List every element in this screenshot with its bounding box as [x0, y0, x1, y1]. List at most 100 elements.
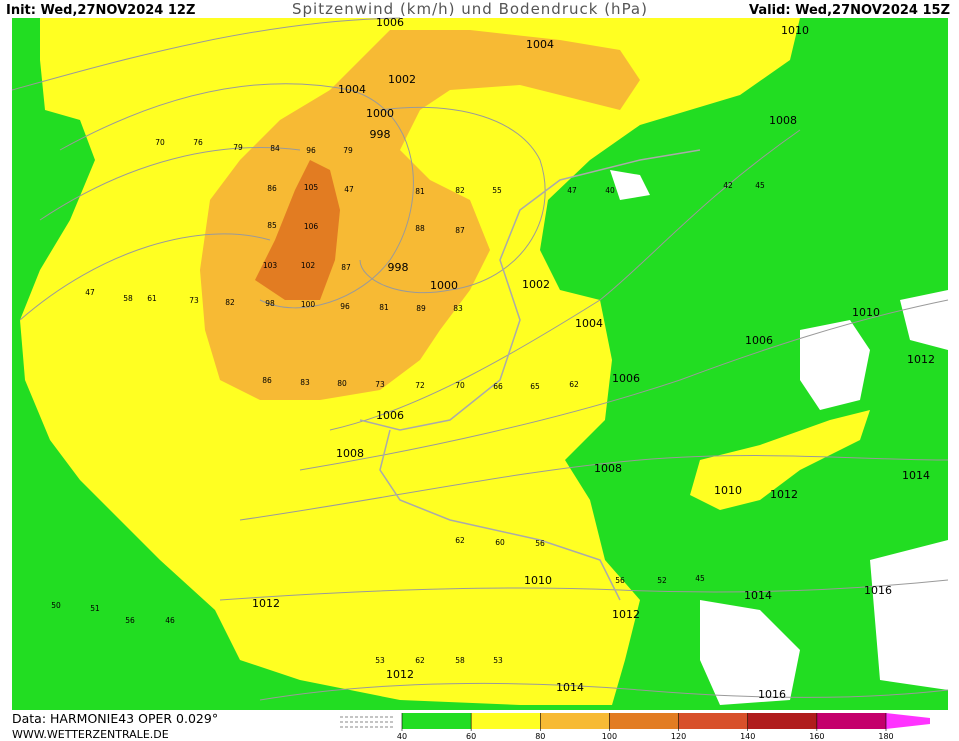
isobar-label: 1014	[902, 469, 930, 482]
init-time: Init: Wed,27NOV2024 12Z	[6, 3, 195, 18]
wind-value: 81	[379, 303, 389, 312]
wind-value: 87	[341, 263, 351, 272]
coastline	[359, 149, 701, 601]
colorbar-label: 140	[740, 732, 755, 741]
wind-value: 79	[343, 146, 353, 155]
isobar-label: 1004	[526, 38, 554, 51]
wind-value: 70	[455, 381, 465, 390]
colorbar: 40 60 80 100 120 140 160 180	[340, 713, 930, 741]
colorbar-label: 120	[671, 732, 686, 741]
isobar	[11, 17, 949, 701]
isobar-label: 1012	[386, 668, 414, 681]
wind-value: 47	[85, 288, 95, 297]
colorbar-label: 180	[878, 732, 893, 741]
wind-value: 70	[155, 138, 165, 147]
wind-value: 81	[415, 187, 425, 196]
isobar-label: 998	[388, 261, 409, 274]
isobar-label: 1010	[781, 24, 809, 37]
isobar-label: 1006	[376, 409, 404, 422]
isobar-label: 998	[370, 128, 391, 141]
isobar-label: 1000	[366, 107, 394, 120]
wind-value: 86	[267, 184, 277, 193]
isobar-label: 1010	[852, 306, 880, 319]
colorbar-label: 160	[809, 732, 824, 741]
colorbar-segment	[471, 713, 541, 729]
colorbar-label: 60	[466, 732, 476, 741]
wind-value: 51	[90, 604, 100, 613]
chart-title: Spitzenwind (km/h) und Bodendruck (hPa)	[292, 0, 648, 18]
isobar-label: 1016	[864, 584, 892, 597]
isobar-label: 1008	[769, 114, 797, 127]
wind-value: 84	[270, 144, 280, 153]
wind-value: 53	[493, 656, 503, 665]
wind-value: 58	[123, 294, 133, 303]
wind-value: 79	[233, 143, 243, 152]
wind-value: 85	[267, 221, 277, 230]
colorbar-segment	[609, 713, 679, 729]
data-source: Data: HARMONIE43 OPER 0.029°	[12, 711, 218, 726]
wind-zone-orange	[200, 30, 640, 400]
isobar-label: 1012	[612, 608, 640, 621]
wind-value: 96	[340, 302, 350, 311]
isobar-label: 1008	[336, 447, 364, 460]
wind-value: 65	[530, 382, 540, 391]
isobar-label: 1006	[745, 334, 773, 347]
isobar-label: 1014	[744, 589, 772, 602]
isobar-label: 1014	[556, 681, 584, 694]
valid-time: Valid: Wed,27NOV2024 15Z	[749, 3, 950, 18]
colorbar-segment	[540, 713, 610, 729]
wind-value: 88	[415, 224, 425, 233]
wind-value: 56	[615, 576, 625, 585]
isobar-label: 1006	[376, 16, 404, 29]
colorbar-segment	[816, 713, 886, 729]
colorbar-overflow	[886, 713, 930, 729]
wind-value: 45	[755, 181, 765, 190]
colorbar-label: 40	[397, 732, 407, 741]
wind-value: 46	[165, 616, 175, 625]
wind-value: 42	[723, 181, 733, 190]
isobar-label: 1012	[252, 597, 280, 610]
wind-value: 80	[337, 379, 347, 388]
isobar-label: 1012	[770, 488, 798, 501]
wind-value: 87	[455, 226, 465, 235]
wind-zone-yellow-east	[690, 410, 870, 510]
wind-value: 106	[304, 222, 319, 231]
wind-value: 103	[263, 261, 278, 270]
wind-value: 61	[147, 294, 157, 303]
colorbar-decor	[340, 716, 395, 728]
colorbar-label: 80	[535, 732, 545, 741]
wind-value: 56	[125, 616, 135, 625]
wind-value: 76	[193, 138, 203, 147]
isobar-label: 1010	[524, 574, 552, 587]
wind-value: 96	[306, 146, 316, 155]
wind-value: 100	[301, 300, 316, 309]
isobar-label: 1004	[338, 83, 366, 96]
isobar-label: 1008	[594, 462, 622, 475]
wind-value: 89	[416, 304, 426, 313]
colorbar-segment	[678, 713, 748, 729]
isobar-label: 1004	[575, 317, 603, 330]
wind-value: 40	[605, 186, 615, 195]
wind-value: 47	[567, 186, 577, 195]
wind-value: 62	[569, 380, 579, 389]
wind-value: 83	[300, 378, 310, 387]
wind-value: 45	[695, 574, 705, 583]
wind-value: 66	[493, 382, 503, 391]
wind-value: 47	[344, 185, 354, 194]
isobar-label: 1012	[907, 353, 935, 366]
wind-value: 50	[51, 601, 61, 610]
wind-value: 52	[657, 576, 667, 585]
wind-value: 98	[265, 299, 275, 308]
wind-value: 82	[455, 186, 465, 195]
isobar-label: 1002	[388, 73, 416, 86]
isobar-label: 1006	[612, 372, 640, 385]
isobar-label: 1000	[430, 279, 458, 292]
wind-value: 83	[453, 304, 463, 313]
wind-value: 62	[415, 656, 425, 665]
wind-value: 53	[375, 656, 385, 665]
wind-value: 105	[304, 183, 319, 192]
wind-zone-orange-dark	[255, 160, 340, 300]
wind-value: 60	[495, 538, 505, 547]
